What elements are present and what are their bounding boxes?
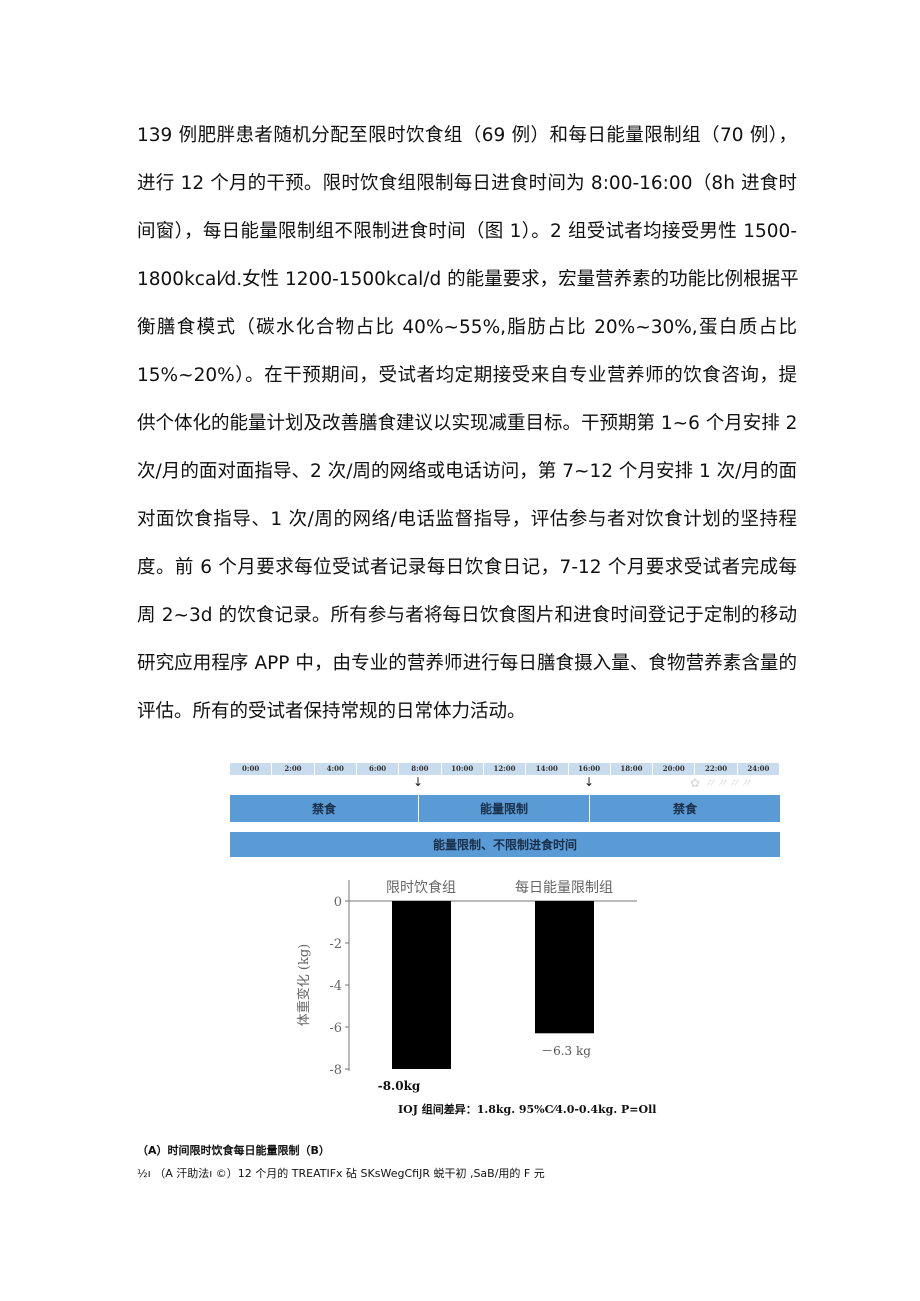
timeline-tick: 22:00	[695, 763, 738, 775]
paragraph-line: 次/月的面对面指导、2 次/周的网络或电话访问，第 7~12 个月安排 1 次/…	[137, 461, 797, 482]
paragraph-line: 对面饮食指导、1 次/周的网络/电话监督指导，评估参与者对饮食计划的坚持程	[137, 509, 797, 530]
timeline-axis: 0:00 2:00 4:00 6:00 8:00 10:00 12:00 14:00 16:00…	[230, 763, 781, 775]
paragraph-line: 15%~20%）。在干预期间，受试者均定期接受来自专业营养师的饮食咨询，提	[137, 365, 797, 386]
paragraph-line: 评估。所有的受试者保持常规的日常体力活动。	[137, 701, 526, 722]
bar	[392, 901, 451, 1069]
y-axis-label: 体重变化 (kg)	[296, 944, 312, 1026]
trf-fasting-segment: 禁食	[230, 795, 418, 822]
arrow-down-icon: ↓	[413, 775, 424, 789]
timeline-tick: 12:00	[484, 763, 527, 775]
paragraph-line: 度。前 6 个月要求每位受试者记录每日饮食日记，7-12 个月要求受试者完成每	[137, 557, 797, 578]
y-tick-label: -8	[329, 1063, 342, 1078]
y-tick-label: -4	[329, 979, 342, 994]
watermark: ✿ 〃〃〃〃	[690, 776, 752, 790]
paragraph-line: 周 2~3d 的饮食记录。所有参与者将每日饮食图片和进食时间登记于定制的移动	[137, 605, 797, 626]
timeline-tick: 2:00	[272, 763, 315, 775]
category-label: 限时饮食组	[386, 879, 456, 896]
chart-annotation: IOJ 组间差异：1.8kg. 95%C⁄4.0-0.4kg. P=Oll	[398, 1103, 657, 1116]
figure-caption-sub: ½ı （A 汗助法ı ©）12 个月的 TREATIFx 砧 SKsWegCfi…	[137, 1167, 545, 1180]
arrow-down-icon: ↓	[584, 775, 595, 789]
paragraph-line: 1800kcal⁄d.女性 1200-1500kcal/d 的能量要求，宏量营养…	[137, 269, 799, 290]
paragraph-line: 研究应用程序 APP 中，由专业的营养师进行每日膳食摄入量、食物营养素含量的	[137, 653, 797, 674]
y-tick-label: -2	[329, 937, 342, 952]
paragraph-line: 供个体化的能量计划及改善膳食建议以实现减重目标。干预期第 1~6 个月安排 2	[137, 413, 798, 434]
timeline-tick: 20:00	[653, 763, 696, 775]
timeline-tick: 18:00	[611, 763, 654, 775]
y-tick-label: -6	[329, 1021, 342, 1036]
trf-eating-segment: 能量限制	[419, 795, 589, 822]
timeline-tick: 14:00	[526, 763, 569, 775]
timeline-tick: 6:00	[357, 763, 400, 775]
y-tick-label: 0	[334, 895, 342, 910]
bar	[535, 901, 594, 1034]
trf-fasting-segment: 禁食	[590, 795, 780, 822]
timeline-tick: 8:00	[399, 763, 442, 775]
data-label: －6.3 kg	[541, 1044, 591, 1058]
timeline-tick: 24:00	[738, 763, 781, 775]
data-label: -8.0kg	[378, 1079, 421, 1093]
paragraph-line: 进行 12 个月的干预。限时饮食组限制每日进食时间为 8:00-16:00（8h…	[137, 173, 797, 194]
figure-caption: （A）时间限时饮食每日能量限制（B）	[137, 1144, 330, 1157]
timeline-tick: 16:00	[569, 763, 611, 775]
timeline-tick: 0:00	[230, 763, 273, 775]
paragraph-line: 139 例肥胖患者随机分配至限时饮食组（69 例）和每日能量限制组（70 例），	[137, 125, 797, 146]
paragraph-line: 间窗），每日能量限制组不限制进食时间（图 1）。2 组受试者均接受男性 1500…	[137, 221, 797, 242]
paragraph-line: 衡膳食模式（碳水化合物占比 40%~55%,脂肪占比 20%~30%,蛋白质占比	[137, 317, 797, 338]
category-label: 每日能量限制组	[515, 880, 613, 896]
timeline-tick: 10:00	[442, 763, 484, 775]
cer-bar: 能量限制、不限制进食时间	[230, 832, 780, 857]
timeline-tick: 4:00	[315, 763, 357, 775]
